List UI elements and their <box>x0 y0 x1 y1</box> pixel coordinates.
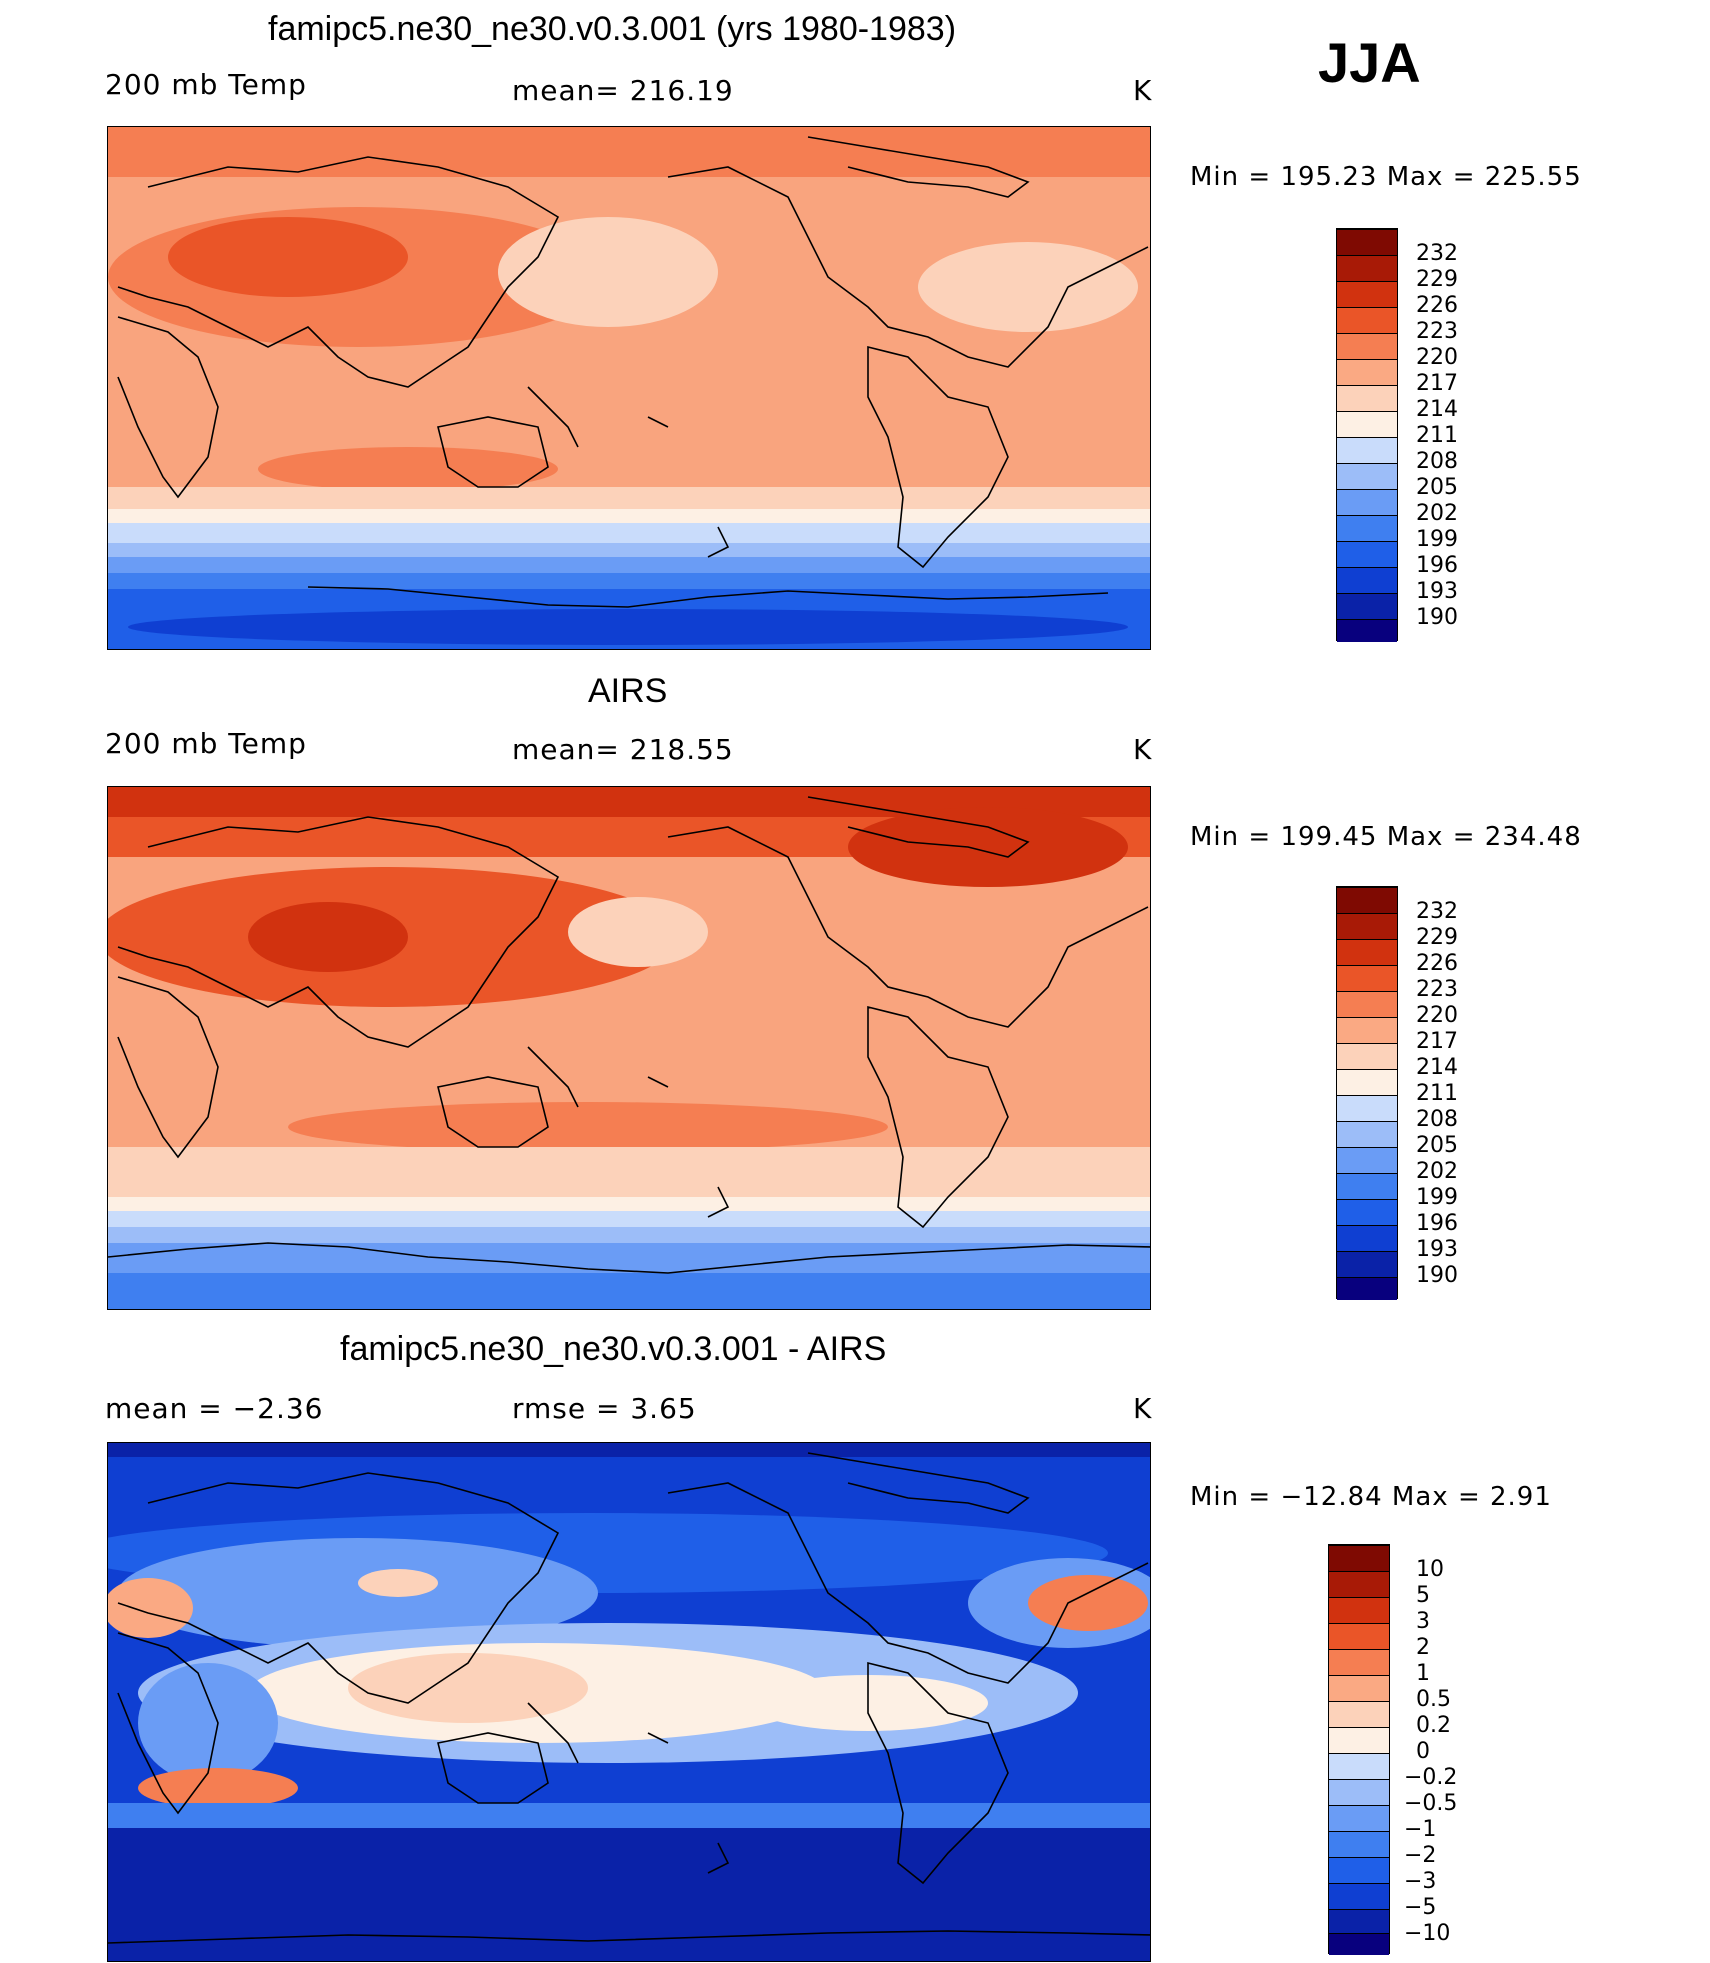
colorbar-tick: −0.5 <box>1404 1791 1458 1816</box>
panel-3-colorbar-box <box>1328 1544 1390 1955</box>
colorbar-tick: 220 <box>1416 1003 1458 1028</box>
season-label: JJA <box>1318 31 1421 94</box>
colorbar-tick: −2 <box>1404 1843 1437 1868</box>
colorbar-tick: 199 <box>1416 527 1458 552</box>
colorbar-tick: 232 <box>1416 241 1458 266</box>
colorbar-tick: −0.2 <box>1404 1765 1458 1790</box>
panel-1-units: K <box>1133 74 1153 107</box>
colorbar-tick: 1 <box>1416 1661 1430 1686</box>
colorbar-tick: 205 <box>1416 475 1458 500</box>
colorbar-tick: 190 <box>1416 605 1458 630</box>
colorbar-tick: 226 <box>1416 951 1458 976</box>
colorbar-tick: 229 <box>1416 925 1458 950</box>
colorbar-tick: −5 <box>1404 1895 1437 1920</box>
colorbar-tick: 5 <box>1416 1583 1430 1608</box>
panel-3-rmse-label: rmse = 3.65 <box>512 1392 697 1425</box>
colorbar-tick: 196 <box>1416 1211 1458 1236</box>
colorbar-tick: 220 <box>1416 345 1458 370</box>
panel-3-min-max: Min = −12.84 Max = 2.91 <box>1190 1482 1552 1512</box>
colorbar-tick: 199 <box>1416 1185 1458 1210</box>
colorbar-tick: 193 <box>1416 1237 1458 1262</box>
colorbar-tick: −10 <box>1404 1921 1451 1946</box>
colorbar-tick: 208 <box>1416 1107 1458 1132</box>
colorbar-tick: 226 <box>1416 293 1458 318</box>
colorbar-tick: 202 <box>1416 1159 1458 1184</box>
panel-1-coastlines <box>117 136 1149 608</box>
colorbar-tick: 3 <box>1416 1609 1430 1634</box>
colorbar-tick: 223 <box>1416 977 1458 1002</box>
panel-1-title: famipc5.ne30_ne30.v0.3.001 (yrs 1980-198… <box>268 10 957 48</box>
colorbar-tick: 0.2 <box>1416 1713 1451 1738</box>
panel-2-variable-label: 200 mb Temp <box>105 727 307 760</box>
panel-2-contour-field <box>108 787 1150 1309</box>
panel-1-contour-field <box>108 127 1150 649</box>
colorbar-tick: 0.5 <box>1416 1687 1451 1712</box>
panel-2-map <box>107 786 1151 1310</box>
colorbar-tick: 217 <box>1416 1029 1458 1054</box>
colorbar-tick: 193 <box>1416 579 1458 604</box>
colorbar-tick: 232 <box>1416 899 1458 924</box>
panel-2-colorbar-box <box>1336 886 1398 1300</box>
colorbar-tick: 205 <box>1416 1133 1458 1158</box>
colorbar-tick: 202 <box>1416 501 1458 526</box>
panel-3-title: famipc5.ne30_ne30.v0.3.001 - AIRS <box>340 1330 887 1368</box>
colorbar-tick: −1 <box>1404 1817 1437 1842</box>
colorbar-tick: 190 <box>1416 1263 1458 1288</box>
panel-1-min-max: Min = 195.23 Max = 225.55 <box>1190 162 1582 192</box>
panel-1-mean-label: mean= 216.19 <box>512 74 734 107</box>
colorbar-tick: 208 <box>1416 449 1458 474</box>
colorbar-tick: 229 <box>1416 267 1458 292</box>
panel-3-units: K <box>1133 1392 1153 1425</box>
colorbar-tick: 217 <box>1416 371 1458 396</box>
panel-1-colorbar-box <box>1336 228 1398 642</box>
panel-2-coastlines <box>108 796 1150 1274</box>
panel-1-variable-label: 200 mb Temp <box>105 68 307 101</box>
colorbar-tick: 214 <box>1416 397 1458 422</box>
colorbar-tick: 196 <box>1416 553 1458 578</box>
panel-3-mean-label: mean = −2.36 <box>105 1392 324 1425</box>
colorbar-tick: 211 <box>1416 1081 1458 1106</box>
colorbar-tick: 0 <box>1416 1739 1430 1764</box>
panel-2-title: AIRS <box>588 672 668 710</box>
panel-3-map <box>107 1442 1151 1962</box>
panel-2-min-max: Min = 199.45 Max = 234.48 <box>1190 822 1582 852</box>
panel-2-mean-label: mean= 218.55 <box>512 733 734 766</box>
colorbar-tick: −3 <box>1404 1869 1437 1894</box>
colorbar-tick: 10 <box>1416 1557 1444 1582</box>
panel-3-contour-field <box>108 1443 1150 1961</box>
colorbar-tick: 2 <box>1416 1635 1430 1660</box>
panel-2-units: K <box>1133 733 1153 766</box>
colorbar-tick: 211 <box>1416 423 1458 448</box>
colorbar-tick: 223 <box>1416 319 1458 344</box>
panel-1-map <box>107 126 1151 650</box>
panel-3-coastlines <box>108 1452 1150 1944</box>
colorbar-tick: 214 <box>1416 1055 1458 1080</box>
